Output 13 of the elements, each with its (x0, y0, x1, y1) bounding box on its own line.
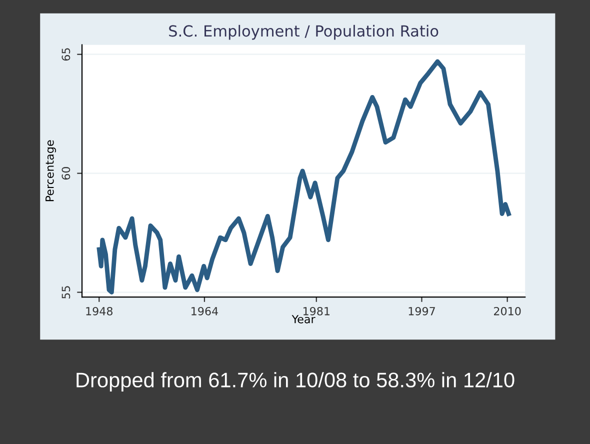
x-tick-label: 1997 (408, 306, 435, 316)
chart-title: S.C. Employment / Population Ratio (169, 24, 438, 40)
x-tick-label: 1981 (303, 306, 330, 316)
x-tick-label: 2010 (494, 306, 521, 316)
x-tick-label: 1948 (86, 306, 113, 316)
line-series (96, 59, 511, 295)
y-axis-title: Percentage (46, 140, 56, 202)
text: Dropped from 61.7% in 10/08 to 58.3% in 12/10 (76, 372, 514, 392)
y-tick-label: 65 (62, 48, 70, 61)
y-tick-label: 55 (62, 286, 70, 298)
x-tick-label: 1964 (192, 306, 218, 316)
x-axis-title: Year (292, 315, 316, 324)
y-tick-label: 60 (62, 166, 70, 180)
